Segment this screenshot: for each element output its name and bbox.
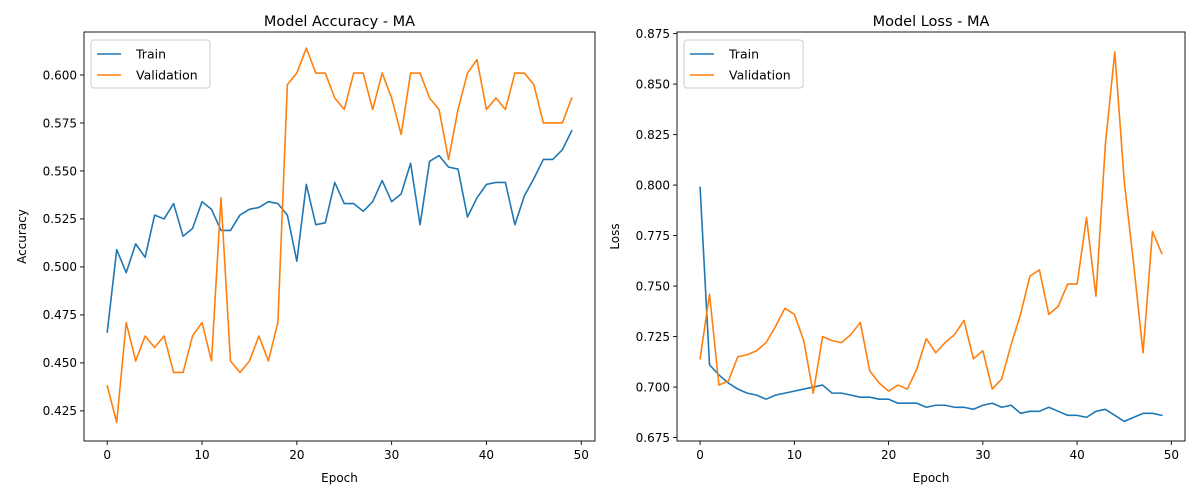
loss-y-tick-label: 0.800: [636, 178, 670, 192]
loss-legend-validation-label: Validation: [729, 68, 791, 83]
accuracy-x-axis-label: Epoch: [321, 471, 358, 485]
loss-chart-title: Model Loss - MA: [873, 14, 990, 30]
accuracy-train-line: [106, 129, 573, 333]
loss-x-tick-label: 40: [1069, 448, 1084, 462]
loss-legend-train-label: Train: [728, 47, 759, 62]
accuracy-x-tick-label: 20: [289, 448, 304, 462]
accuracy-x-ticks: 0 10 20 30 40 50: [103, 441, 589, 462]
loss-legend: Train Validation: [683, 39, 804, 89]
loss-x-tick-label: 0: [696, 448, 704, 462]
accuracy-y-tick-label: 0.500: [43, 260, 77, 274]
loss-x-ticks: 0 10 20 30 40 50: [696, 441, 1179, 462]
loss-validation-line: [699, 50, 1163, 394]
loss-y-tick-label: 0.825: [636, 128, 670, 142]
accuracy-y-tick-label: 0.425: [43, 404, 77, 418]
accuracy-x-tick-label: 10: [194, 448, 209, 462]
loss-y-ticks: 0.675 0.700 0.725 0.750 0.775 0.800 0.825 0.850…: [636, 27, 677, 445]
loss-x-axis-label: Epoch: [913, 471, 950, 485]
loss-subplot: 0 10 20 30 40 50 0.675 0.700 0.725 0.750 0.775 0.8…: [608, 14, 1186, 485]
accuracy-x-tick-label: 30: [384, 448, 399, 462]
accuracy-x-tick-label: 40: [479, 448, 494, 462]
loss-axes-frame: [676, 31, 1186, 442]
accuracy-y-tick-label: 0.475: [43, 308, 77, 322]
loss-y-tick-label: 0.775: [636, 229, 670, 243]
accuracy-y-tick-label: 0.525: [43, 212, 77, 226]
loss-y-axis-label: Loss: [608, 223, 622, 249]
loss-y-tick-label: 0.725: [636, 330, 670, 344]
accuracy-legend-train-label: Train: [135, 47, 166, 62]
accuracy-legend-box: [90, 39, 211, 89]
loss-y-tick-label: 0.875: [636, 27, 670, 41]
accuracy-x-tick-label: 0: [103, 448, 111, 462]
accuracy-chart-title: Model Accuracy - MA: [264, 14, 415, 30]
loss-x-tick-label: 20: [881, 448, 896, 462]
loss-x-tick-label: 50: [1164, 448, 1179, 462]
loss-series: [699, 50, 1163, 423]
loss-y-tick-label: 0.850: [636, 77, 670, 91]
accuracy-y-tick-label: 0.575: [43, 116, 77, 130]
loss-legend-box: [683, 39, 804, 89]
accuracy-validation-line: [106, 47, 573, 424]
accuracy-legend-validation-label: Validation: [136, 68, 198, 83]
accuracy-y-tick-label: 0.450: [43, 356, 77, 370]
accuracy-y-axis-label: Accuracy: [15, 209, 29, 264]
accuracy-series: [106, 47, 573, 424]
accuracy-axes-frame: [83, 31, 596, 442]
accuracy-x-tick-label: 50: [574, 448, 589, 462]
loss-x-tick-label: 30: [975, 448, 990, 462]
loss-train-line: [699, 186, 1163, 423]
accuracy-subplot: 0 10 20 30 40 50 0.425 0.450 0.475 0.500 0.525 0.5…: [15, 14, 596, 485]
accuracy-y-tick-label: 0.550: [43, 164, 77, 178]
loss-y-tick-label: 0.675: [636, 431, 670, 445]
loss-y-tick-label: 0.750: [636, 279, 670, 293]
accuracy-y-tick-label: 0.600: [43, 68, 77, 82]
loss-y-tick-label: 0.700: [636, 380, 670, 394]
accuracy-y-ticks: 0.425 0.450 0.475 0.500 0.525 0.550 0.575 0.600: [43, 68, 84, 418]
accuracy-legend: Train Validation: [90, 39, 211, 89]
loss-x-tick-label: 10: [787, 448, 802, 462]
